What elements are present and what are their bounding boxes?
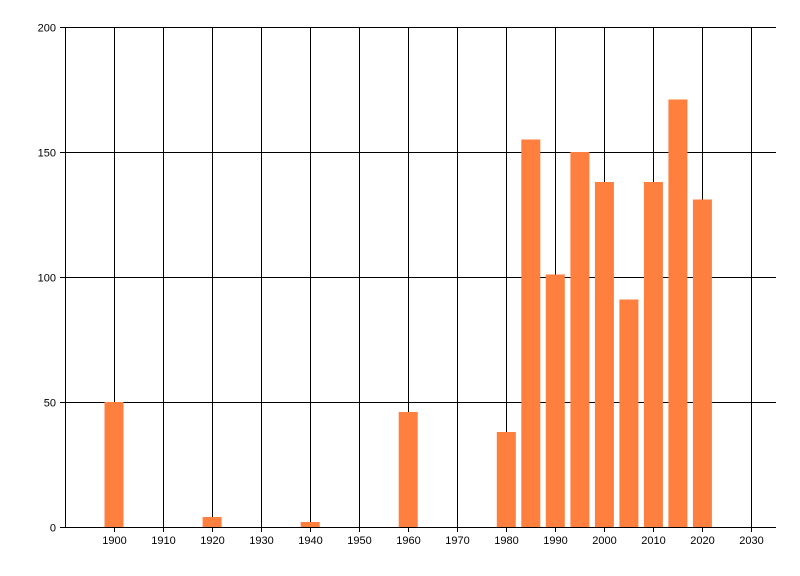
x-tick-label: 1900 [102, 535, 126, 547]
y-tick-label: 200 [38, 23, 56, 35]
y-tick-label: 50 [44, 398, 56, 410]
x-tick-label: 1940 [298, 535, 322, 547]
x-tick-label: 1930 [249, 535, 273, 547]
bar-1920 [202, 517, 222, 527]
bar-2000 [594, 182, 614, 527]
x-tick-label: 2030 [739, 535, 763, 547]
x-tick-label: 1960 [396, 535, 420, 547]
x-tick-label: 1910 [151, 535, 175, 547]
bar-2005 [619, 299, 639, 527]
bar-1985 [521, 139, 541, 527]
bar-1960 [398, 412, 418, 527]
y-tick-label: 0 [50, 523, 56, 535]
x-tick-label: 1970 [445, 535, 469, 547]
x-tick-label: 2010 [641, 535, 665, 547]
bar-2015 [668, 99, 688, 527]
y-tick-labels: 0 50 100 150 200 [38, 23, 56, 535]
bar-1995 [570, 152, 590, 527]
bar-1900 [104, 402, 124, 527]
bar-1980 [496, 432, 516, 527]
x-tick-label: 2020 [690, 535, 714, 547]
x-tick-label: 2000 [592, 535, 616, 547]
bar-2010 [643, 182, 663, 527]
bar-1940 [300, 522, 320, 527]
x-tick-label: 1920 [200, 535, 224, 547]
x-tick-label: 1980 [494, 535, 518, 547]
y-tick-label: 150 [38, 148, 56, 160]
x-tick-label: 1990 [543, 535, 567, 547]
y-tick-label: 100 [38, 273, 56, 285]
bar-1990 [545, 274, 565, 527]
x-tick-label: 1950 [347, 535, 371, 547]
bar-2020 [692, 199, 712, 527]
axes [60, 27, 776, 532]
x-tick-labels: 1900 1910 1920 1930 1940 1950 1960 1970 1980 1990… [102, 535, 763, 547]
bars [104, 99, 712, 527]
